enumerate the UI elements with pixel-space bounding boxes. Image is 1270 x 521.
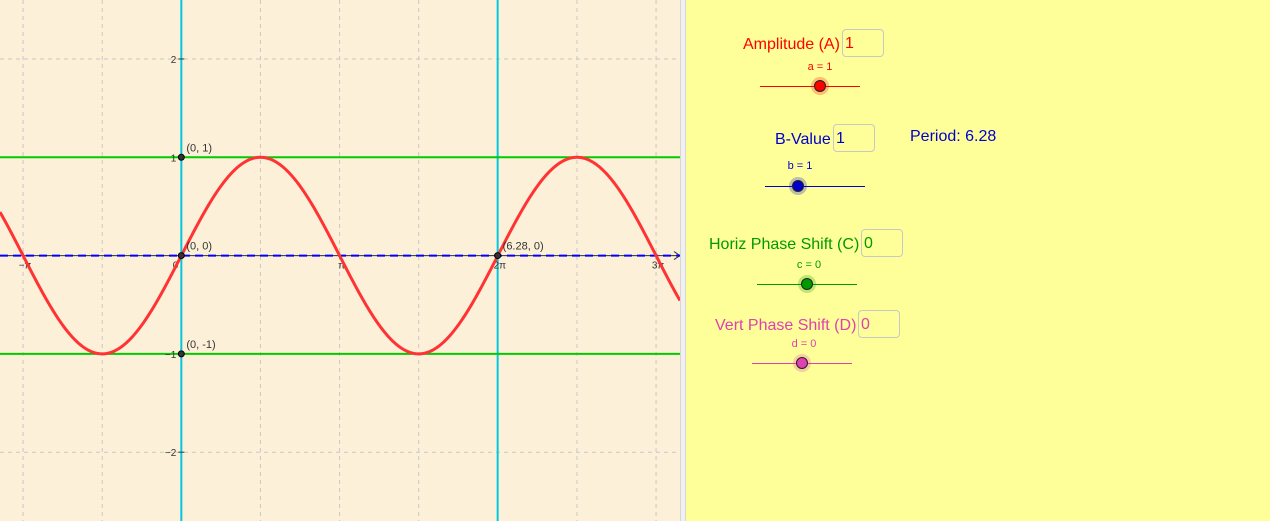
- vert-slider-knob[interactable]: [796, 357, 808, 369]
- x-axis-arrow: [673, 251, 680, 261]
- amplitude-label: Amplitude (A): [743, 36, 840, 53]
- vert-slider-caption: d = 0: [791, 338, 817, 350]
- sine-curve: [0, 155, 680, 356]
- horiz-shift-input[interactable]: 0: [861, 229, 903, 257]
- amplitude-slider-knob[interactable]: [814, 80, 826, 92]
- period-readout: Period: 6.28: [910, 128, 997, 145]
- y-tick-label: −2: [165, 448, 177, 459]
- x-tick-label: π: [338, 261, 345, 272]
- parameter-panel: Amplitude (A) 1 a = 1 B-Value 1 Period: …: [686, 0, 1270, 521]
- vert-shift-label: Vert Phase Shift (D): [715, 317, 857, 334]
- x-tick-label: −π: [19, 261, 32, 272]
- graph-point-label: (0, -1): [186, 339, 215, 351]
- y-tick-label: 1: [171, 153, 177, 164]
- graphing-view[interactable]: −π 0 π 2π 3π 2 1 −1 −2 (0, 1) (0, 0) (0, -1) (6.28, …: [0, 0, 680, 521]
- x-tick-label: 2π: [494, 261, 507, 272]
- graph-point: [177, 252, 185, 260]
- vert-shift-input[interactable]: 0: [858, 310, 900, 338]
- graph-point: [177, 350, 185, 358]
- horiz-shift-label: Horiz Phase Shift (C): [709, 236, 860, 253]
- amplitude-input[interactable]: 1: [842, 29, 884, 57]
- graph-point-label: (6.28, 0): [503, 241, 544, 253]
- bvalue-slider-knob[interactable]: [792, 180, 804, 192]
- bvalue-input[interactable]: 1: [833, 124, 875, 152]
- horiz-slider-knob[interactable]: [801, 278, 813, 290]
- bvalue-label: B-Value: [775, 131, 831, 148]
- graph-point: [494, 252, 502, 260]
- y-tick-label: 2: [171, 55, 177, 66]
- graph-point-label: (0, 1): [186, 142, 212, 154]
- bvalue-slider[interactable]: [765, 186, 865, 187]
- x-tick-label: 3π: [652, 261, 665, 272]
- view-divider[interactable]: [680, 0, 686, 521]
- bvalue-slider-caption: b = 1: [787, 160, 813, 172]
- graph-point: [177, 153, 185, 161]
- y-tick-label: −1: [165, 350, 177, 361]
- amplitude-slider[interactable]: [760, 86, 860, 87]
- horiz-slider-caption: c = 0: [796, 259, 822, 271]
- amplitude-slider-caption: a = 1: [807, 61, 833, 73]
- graph-point-label: (0, 0): [186, 241, 212, 253]
